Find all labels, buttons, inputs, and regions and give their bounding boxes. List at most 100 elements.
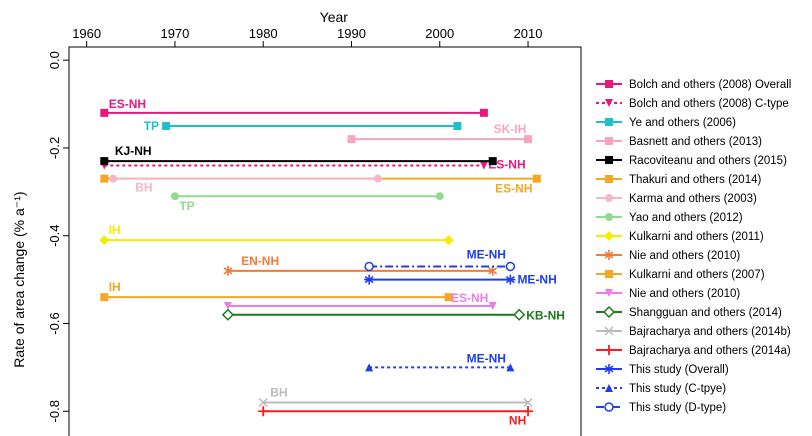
legend-label: Shangguan and others (2014) <box>629 307 782 319</box>
series: IH <box>100 280 453 302</box>
series-marker <box>162 122 171 130</box>
series: TP <box>144 119 462 133</box>
series-marker <box>223 265 233 276</box>
series-marker <box>605 99 613 107</box>
legend-entry: This study (C-tpye) <box>596 383 726 395</box>
x-tick-label: 2000 <box>425 26 454 41</box>
series-marker <box>170 192 179 201</box>
series-marker <box>604 402 614 412</box>
series-marker <box>523 397 533 408</box>
series-label: NH <box>509 413 526 427</box>
series-marker <box>100 108 109 117</box>
series-label: ES-NH <box>488 158 525 172</box>
series-marker <box>604 364 614 374</box>
x-tick-label: 1960 <box>72 26 101 41</box>
y-tick-label: 0.0 <box>47 51 62 69</box>
series: EN-NH <box>223 254 498 276</box>
legend-label: Ye and others (2006) <box>629 117 736 129</box>
series-label: IH <box>109 223 121 237</box>
series-marker <box>523 406 534 417</box>
series: KB-NH <box>221 308 565 323</box>
series-marker <box>223 301 232 310</box>
series-marker <box>479 161 488 170</box>
series-label: ME-NH <box>467 351 506 365</box>
series-marker <box>221 308 234 321</box>
series-marker <box>605 156 613 164</box>
y-tick-label: -0.8 <box>47 400 62 422</box>
series-label: BH <box>270 386 287 400</box>
series-marker <box>605 213 613 221</box>
legend-label: Kulkarni and others (2007) <box>629 269 765 281</box>
plot-frame <box>68 46 582 436</box>
legend-label: This study (Overall) <box>629 364 729 376</box>
legend-label: Nie and others (2010) <box>629 288 740 300</box>
series-marker <box>444 293 453 302</box>
series-marker <box>443 235 454 246</box>
legend-label: Yao and others (2012) <box>629 212 743 224</box>
series-marker <box>604 231 614 241</box>
y-tick-label: -0.2 <box>47 137 62 159</box>
x-tick-label: 1990 <box>337 26 366 41</box>
series-label: KB-NH <box>526 309 565 323</box>
x-tick-label: 2010 <box>514 26 543 41</box>
series-marker <box>602 305 616 319</box>
series-marker <box>604 326 614 336</box>
series-marker <box>532 174 541 183</box>
series-label: TP <box>179 199 194 213</box>
series-marker <box>109 174 118 183</box>
x-tick-label: 1970 <box>160 26 189 41</box>
series: ME-NH <box>364 247 516 272</box>
x-tick-label: 1980 <box>249 26 278 41</box>
series-marker <box>347 135 356 144</box>
series-marker <box>99 235 110 246</box>
series: KJ-NH <box>100 144 497 166</box>
y-tick-label: -0.6 <box>47 312 62 334</box>
series-marker <box>453 122 462 130</box>
series-label: ES-NH <box>109 97 146 111</box>
series-marker <box>479 108 488 117</box>
series-marker <box>605 80 613 88</box>
y-axis-title: Rate of area change (% a⁻¹) <box>11 191 27 367</box>
legend-entry: Shangguan and others (2014) <box>596 305 782 319</box>
series: TP <box>170 192 444 213</box>
series-marker <box>604 250 614 260</box>
series: BH <box>258 386 533 408</box>
y-axis: 0.0 -0.2 -0.4 -0.6 -0.8 <box>47 51 69 422</box>
series-marker <box>605 289 613 297</box>
legend-label: Bolch and others (2008) C-type <box>629 98 789 110</box>
series-label: EN-NH <box>241 254 279 268</box>
legend-entry: Nie and others (2010) <box>596 250 740 262</box>
legend-label: This study (D-type) <box>629 402 726 414</box>
series-group: ES-NH ES-NH TP SK-IH KJ-NH ES-NH BH TP IH EN-NH IH… <box>99 97 565 427</box>
series-marker <box>505 274 516 285</box>
series-label: ES-NH <box>495 182 532 196</box>
series-marker <box>100 174 109 183</box>
series: BH <box>109 174 382 195</box>
series: IH <box>99 223 454 246</box>
series-marker <box>605 384 613 392</box>
series-marker <box>488 301 497 310</box>
series-label: BH <box>135 181 152 195</box>
series-marker <box>505 261 516 272</box>
series-label: KJ-NH <box>115 144 152 158</box>
series-marker <box>100 157 109 166</box>
series-marker <box>524 135 533 144</box>
series: ES-NH <box>100 158 526 172</box>
legend-label: Basnett and others (2013) <box>629 136 762 148</box>
series-label: ME-NH <box>517 273 556 287</box>
legend-entry: Bajracharya and others (2014a) <box>596 345 791 357</box>
legend-label: Bajracharya and others (2014a) <box>629 345 791 357</box>
legend-entry: Bolch and others (2008) Overall <box>596 79 791 91</box>
series-marker <box>100 293 109 302</box>
series: ES-NH <box>100 97 488 117</box>
series-marker <box>513 308 526 321</box>
y-tick-label: -0.4 <box>47 225 62 247</box>
legend-label: Racoviteanu and others (2015) <box>629 155 787 167</box>
legend-entry: Thakuri and others (2014) <box>596 174 761 186</box>
legend-entry: Ye and others (2006) <box>596 117 736 129</box>
legend-entry: This study (Overall) <box>596 364 729 376</box>
series-label: TP <box>144 119 159 133</box>
series-marker <box>605 270 613 278</box>
legend-label: Thakuri and others (2014) <box>629 174 761 186</box>
